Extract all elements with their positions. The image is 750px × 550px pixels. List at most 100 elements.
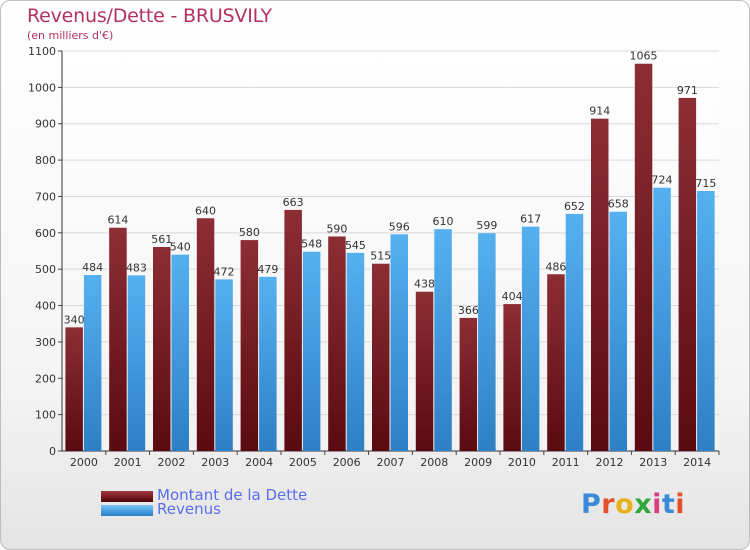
legend-label-debt: Montant de la Dette <box>157 486 308 504</box>
data-label-debt: 971 <box>677 84 698 97</box>
data-label-debt: 404 <box>502 290 523 303</box>
bar-revenue <box>215 279 233 451</box>
logo-letter: x <box>634 489 653 520</box>
x-tick-label: 2009 <box>464 456 492 469</box>
x-tick-label: 2000 <box>70 456 98 469</box>
y-tick-label: 0 <box>49 445 56 458</box>
chart-title: Revenus/Dette - BRUSVILY <box>27 5 272 27</box>
x-tick-label: 2002 <box>158 456 186 469</box>
bar-revenue <box>390 234 408 451</box>
x-tick-label: 2010 <box>508 456 536 469</box>
bar-debt <box>372 263 390 451</box>
legend-swatch-debt <box>101 491 153 502</box>
y-tick-label: 1000 <box>28 81 56 94</box>
bar-debt <box>415 291 434 451</box>
proxiti-logo: Proxiti <box>581 489 685 520</box>
bar-revenue <box>521 226 540 451</box>
x-tick-label: 2004 <box>245 456 273 469</box>
bar-revenue <box>565 213 584 451</box>
chart-subtitle: (en milliers d'€) <box>27 29 114 42</box>
logo-letter: P <box>581 489 602 520</box>
legend-swatch-revenue <box>101 505 153 516</box>
bar-debt <box>153 247 171 451</box>
y-tick-label: 900 <box>35 118 56 131</box>
data-label-revenue: 484 <box>82 261 103 274</box>
bar-debt <box>634 63 653 452</box>
x-tick-label: 2005 <box>289 456 317 469</box>
data-label-debt: 614 <box>107 214 128 227</box>
bar-revenue <box>346 252 365 451</box>
bar-debt <box>459 317 478 451</box>
x-tick-label: 2008 <box>420 456 448 469</box>
bar-debt <box>591 118 609 452</box>
y-tick-label: 500 <box>35 263 56 276</box>
x-tick-label: 2014 <box>683 456 711 469</box>
data-label-debt: 366 <box>458 304 479 317</box>
data-label-revenue: 548 <box>301 238 322 251</box>
bar-revenue <box>127 275 146 451</box>
data-label-debt: 1065 <box>630 50 658 63</box>
bar-revenue <box>653 187 671 451</box>
bar-debt <box>328 236 346 451</box>
x-tick-label: 2003 <box>201 456 229 469</box>
y-tick-label: 1100 <box>28 45 56 58</box>
data-label-debt: 561 <box>151 233 172 246</box>
data-label-debt: 580 <box>239 226 260 239</box>
data-label-revenue: 599 <box>476 219 497 232</box>
y-tick-label: 800 <box>35 154 56 167</box>
data-label-revenue: 652 <box>564 200 585 213</box>
y-tick-label: 200 <box>35 372 56 385</box>
bar-debt <box>678 97 697 451</box>
data-label-revenue: 617 <box>520 213 541 226</box>
data-label-revenue: 715 <box>695 177 716 190</box>
logo-letter: r <box>601 489 616 520</box>
bar-revenue <box>434 229 452 451</box>
bar-revenue <box>302 251 321 451</box>
bar-debt <box>109 227 127 451</box>
data-label-revenue: 658 <box>608 198 629 211</box>
x-tick-label: 2001 <box>114 456 142 469</box>
y-tick-label: 300 <box>35 336 56 349</box>
data-label-revenue: 479 <box>257 263 278 276</box>
bar-debt <box>196 218 215 451</box>
data-label-revenue: 545 <box>345 239 366 252</box>
logo-letter: i <box>652 489 662 520</box>
bar-debt <box>284 209 302 451</box>
data-label-revenue: 610 <box>433 215 454 228</box>
bar-debt <box>65 327 83 451</box>
x-tick-label: 2006 <box>333 456 361 469</box>
logo-letter: i <box>675 489 686 520</box>
x-tick-label: 2013 <box>639 456 667 469</box>
bar-debt <box>240 240 259 451</box>
bar-revenue <box>609 211 627 451</box>
legend-label-revenue: Revenus <box>157 500 221 518</box>
y-tick-label: 600 <box>35 227 56 240</box>
bar-revenue <box>259 276 277 451</box>
x-tick-label: 2011 <box>552 456 580 469</box>
data-label-debt: 438 <box>414 278 435 291</box>
x-tick-label: 2012 <box>596 456 624 469</box>
x-tick-label: 2007 <box>377 456 405 469</box>
data-label-revenue: 483 <box>126 261 147 274</box>
data-label-debt: 914 <box>589 105 610 118</box>
data-label-debt: 340 <box>64 313 85 326</box>
data-label-revenue: 472 <box>214 265 235 278</box>
y-tick-label: 700 <box>35 190 56 203</box>
logo-letter: o <box>615 489 635 520</box>
data-label-debt: 640 <box>195 204 216 217</box>
y-tick-label: 100 <box>35 409 56 422</box>
data-label-revenue: 596 <box>389 220 410 233</box>
logo-letter: t <box>661 489 676 520</box>
bar-revenue <box>697 191 715 451</box>
data-label-revenue: 724 <box>652 174 673 187</box>
data-label-debt: 590 <box>326 222 347 235</box>
data-label-debt: 663 <box>283 196 304 209</box>
bar-revenue <box>83 275 102 451</box>
bar-revenue <box>171 254 189 451</box>
data-label-revenue: 540 <box>170 241 191 254</box>
data-label-debt: 486 <box>545 260 566 273</box>
bar-debt <box>503 304 521 451</box>
data-label-debt: 515 <box>370 250 391 263</box>
